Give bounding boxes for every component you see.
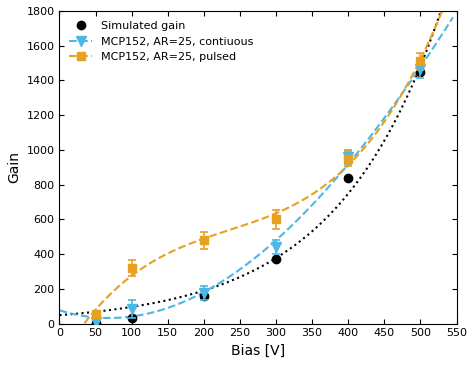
X-axis label: Bias [V]: Bias [V] [231, 344, 285, 358]
Y-axis label: Gain: Gain [7, 151, 21, 183]
Legend: Simulated gain, MCP152, AR=25, contiuous, MCP152, AR=25, pulsed: Simulated gain, MCP152, AR=25, contiuous… [65, 16, 257, 66]
